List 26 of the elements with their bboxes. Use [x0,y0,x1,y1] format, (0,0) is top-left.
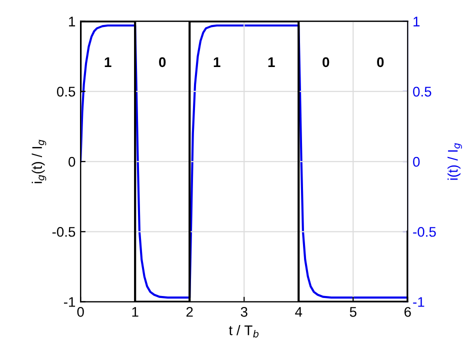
y-tick-label: 0 [68,156,76,167]
annotation: 0 [322,57,330,68]
annotation: 0 [377,57,384,68]
x-tick-label: 0 [77,306,84,317]
y2-tick-label: -1 [413,297,424,307]
annotation: 1 [214,57,220,67]
x-tick-label: 4 [295,307,302,317]
y-tick-label: 0.5 [56,86,76,97]
annotation: 0 [159,57,166,68]
x-tick-label: 2 [186,306,193,317]
y2-tick-label: 0.5 [413,86,432,97]
y2-tick-label: -0.5 [413,226,436,237]
y2-axis-title: i(t) / I$_{g}$ [448,143,462,180]
y-tick-label: -0.5 [52,226,76,237]
x-tick-label: 3 [240,306,248,317]
y-tick-label: -1 [64,297,76,307]
y-axis-title: i$_{g}$(t) / I$_{g}$ [32,140,46,184]
y2-tick-label: 0 [413,156,420,167]
x-tick-label: 6 [404,306,411,317]
x-tick-label: 1 [132,307,138,317]
x-axis-title: t / T$_{b}$ [228,325,259,338]
annotation: 1 [104,57,112,67]
y-tick-label: 1 [69,16,76,26]
y2-tick-label: 1 [414,16,420,26]
annotation: 1 [268,57,275,67]
x-tick-label: 5 [350,307,356,317]
